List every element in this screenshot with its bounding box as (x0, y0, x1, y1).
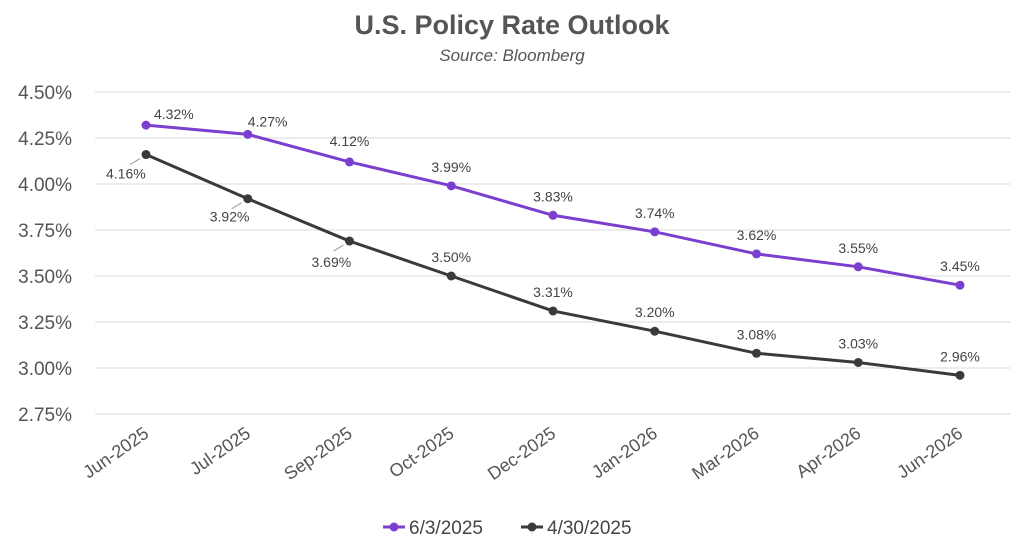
legend-marker (527, 522, 537, 532)
data-point[interactable] (955, 370, 965, 380)
data-label: 3.92% (210, 209, 250, 225)
data-point[interactable] (141, 120, 151, 130)
series-group: 4.32% 4.27% 4.12% 3.99% 3.83% 3.74% 3.62% 3.55%… (106, 106, 980, 380)
data-point[interactable] (548, 306, 558, 316)
series-line (145, 123, 961, 287)
gridlines (95, 91, 1010, 415)
data-label: 3.55% (838, 240, 878, 256)
x-tick-label: Jun-2025 (79, 423, 152, 482)
chart-subtitle: Source: Bloomberg (439, 46, 585, 65)
y-tick-label: 3.50% (18, 267, 72, 288)
data-label: 2.96% (940, 348, 980, 364)
series-1: 4.32% 4.27% 4.12% 3.99% 3.83% 3.74% 3.62% 3.55%… (141, 106, 980, 290)
legend-item[interactable]: 6/3/2025 (383, 518, 483, 539)
series-2: 4.16% 3.92% 3.69% 3.50% 3.31% 3.20% 3.08% 3.03%… (106, 150, 980, 380)
y-tick-label: 4.00% (18, 175, 72, 196)
data-label: 3.62% (737, 227, 777, 243)
data-point[interactable] (752, 348, 761, 358)
x-tick-label: Mar-2026 (688, 423, 763, 484)
data-label: 4.12% (330, 133, 370, 149)
data-point[interactable] (853, 357, 863, 367)
data-label: 3.74% (635, 205, 675, 221)
data-label: 4.16% (106, 166, 146, 182)
data-point[interactable] (650, 326, 660, 336)
label-leader (333, 244, 344, 252)
data-point[interactable] (446, 271, 456, 281)
y-tick-label: 3.75% (18, 221, 72, 242)
y-axis-ticks: 4.50% 4.25% 4.00% 3.75% 3.50% 3.25% 3.00% 2.75% (18, 83, 72, 426)
data-label: 3.03% (838, 335, 878, 351)
x-axis-ticks: Jun-2025 Jul-2025 Sep-2025 Oct-2025 Dec-2025… (79, 423, 966, 484)
label-leader (129, 158, 141, 165)
y-tick-label: 3.25% (18, 313, 72, 334)
legend-label: 4/30/2025 (547, 518, 632, 539)
data-point[interactable] (345, 157, 354, 167)
x-tick-label: Jul-2025 (186, 423, 254, 479)
data-point[interactable] (446, 181, 456, 191)
data-label: 3.69% (312, 254, 352, 270)
x-tick-label: Jan-2026 (588, 423, 661, 482)
data-point[interactable] (955, 280, 965, 290)
y-tick-label: 3.00% (18, 359, 72, 380)
data-label: 3.50% (431, 249, 471, 265)
data-label: 3.83% (533, 188, 573, 204)
data-label: 3.20% (635, 304, 675, 320)
data-point[interactable] (243, 194, 253, 204)
data-point[interactable] (752, 249, 761, 259)
data-label: 4.32% (154, 106, 194, 122)
legend-marker (389, 522, 399, 532)
legend-item[interactable]: 4/30/2025 (521, 518, 632, 539)
data-point[interactable] (141, 150, 151, 160)
data-label: 3.45% (940, 258, 980, 274)
data-point[interactable] (243, 129, 253, 139)
y-tick-label: 2.75% (18, 405, 72, 426)
data-label: 3.99% (431, 159, 471, 175)
label-leader (231, 202, 243, 210)
data-point[interactable] (548, 210, 558, 220)
x-tick-label: Oct-2025 (385, 423, 457, 482)
x-tick-label: Jun-2026 (893, 423, 966, 482)
data-label: 3.31% (533, 284, 573, 300)
x-tick-label: Apr-2026 (792, 423, 864, 482)
y-tick-label: 4.50% (18, 83, 72, 104)
data-label: 4.27% (248, 113, 288, 129)
legend[interactable]: 6/3/2025 4/30/2025 (383, 518, 632, 539)
data-label: 3.08% (737, 326, 777, 342)
y-tick-label: 4.25% (18, 129, 72, 150)
x-tick-label: Dec-2025 (484, 423, 559, 484)
data-point[interactable] (853, 262, 863, 272)
chart-title: U.S. Policy Rate Outlook (354, 10, 670, 40)
x-tick-label: Sep-2025 (280, 423, 355, 484)
legend-label: 6/3/2025 (409, 518, 483, 539)
data-point[interactable] (345, 236, 354, 246)
data-point[interactable] (650, 227, 660, 237)
